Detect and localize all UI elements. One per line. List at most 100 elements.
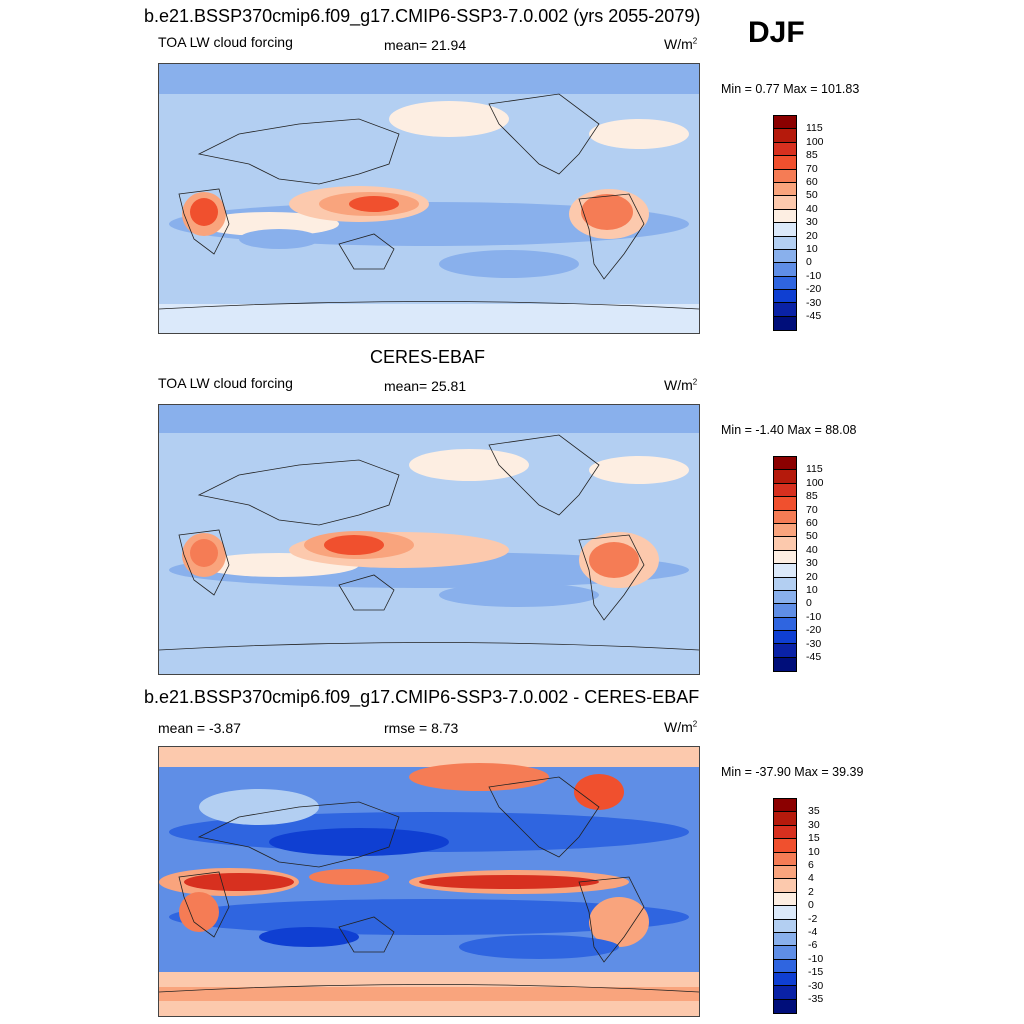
colorbar-swatch <box>774 932 796 947</box>
colorbar-swatch <box>774 617 796 632</box>
colorbar-tick-label: 40 <box>806 544 818 556</box>
colorbar-tick-label: 10 <box>806 243 818 255</box>
panel3-title: b.e21.BSSP370cmip6.f09_g17.CMIP6-SSP3-7.… <box>144 687 700 707</box>
colorbar-swatch <box>774 316 796 331</box>
colorbar-swatch <box>774 644 796 658</box>
colorbar-swatch <box>774 209 796 224</box>
colorbar-tick-label: -15 <box>808 966 824 978</box>
colorbar-tick-label: -20 <box>806 624 822 636</box>
panel3-rmse-label: rmse = 8.73 <box>384 720 459 736</box>
colorbar-swatch <box>774 604 796 618</box>
colorbar-tick-label: -10 <box>806 611 822 623</box>
colorbar-swatch <box>774 249 796 264</box>
colorbar-swatch <box>774 946 796 960</box>
colorbar-swatch <box>774 276 796 291</box>
colorbar-tick-label: 100 <box>806 477 824 489</box>
panel3-units: W/m2 <box>664 719 698 735</box>
panel3-map-graphic <box>159 747 699 1016</box>
panel3-mean-label: mean = -3.87 <box>158 720 241 736</box>
colorbar-swatch <box>774 523 796 538</box>
colorbar-tick-label: -10 <box>806 270 822 282</box>
colorbar-tick-label: -35 <box>808 993 824 1005</box>
colorbar-tick-label: 0 <box>806 256 812 268</box>
panel2-map-graphic <box>159 405 699 674</box>
colorbar-tick-label: 0 <box>806 597 812 609</box>
colorbar-tick-label: 30 <box>808 819 820 831</box>
colorbar-swatch <box>774 470 796 484</box>
colorbar-tick-label: 30 <box>806 557 818 569</box>
colorbar-tick-label: 100 <box>806 136 824 148</box>
colorbar-swatch <box>774 129 796 143</box>
colorbar-tick-label: 115 <box>806 463 823 475</box>
panel2-variable-label: TOA LW cloud forcing <box>158 375 293 391</box>
colorbar-tick-label: 115 <box>806 122 823 134</box>
colorbar-swatch <box>774 290 796 304</box>
colorbar-swatch <box>774 799 796 813</box>
colorbar-tick-label: -45 <box>806 310 822 322</box>
colorbar-tick-label: -45 <box>806 651 822 663</box>
panel1-map <box>158 63 700 334</box>
colorbar-tick-label: -10 <box>808 953 824 965</box>
colorbar-tick-label: 50 <box>806 189 818 201</box>
colorbar-swatch <box>774 657 796 672</box>
colorbar-swatch <box>774 223 796 237</box>
colorbar-swatch <box>774 483 796 498</box>
colorbar-swatch <box>774 973 796 987</box>
panel1-variable-label: TOA LW cloud forcing <box>158 34 293 50</box>
panel2-title: CERES-EBAF <box>370 347 486 367</box>
colorbar-swatch <box>774 303 796 317</box>
colorbar-swatch <box>774 631 796 645</box>
panel1-mean-label: mean= 21.94 <box>384 37 467 53</box>
colorbar-swatch <box>774 986 796 1000</box>
colorbar-swatch <box>774 497 796 511</box>
colorbar-tick-label: 70 <box>806 163 818 175</box>
colorbar-tick-label: 35 <box>808 805 820 817</box>
panel1-title: b.e21.BSSP370cmip6.f09_g17.CMIP6-SSP3-7.… <box>144 6 701 26</box>
panel3-map <box>158 746 700 1017</box>
colorbar-tick-label: 0 <box>808 899 814 911</box>
panel1-minmax: Min = 0.77 Max = 101.83 <box>721 82 860 96</box>
colorbar-swatch <box>774 510 796 524</box>
colorbar-swatch <box>774 852 796 866</box>
colorbar-swatch <box>774 825 796 840</box>
season-label: DJF <box>748 16 805 49</box>
colorbar-swatch <box>774 169 796 183</box>
colorbar-swatch <box>774 457 796 471</box>
colorbar-swatch <box>774 906 796 920</box>
colorbar-tick-label: -20 <box>806 283 822 295</box>
colorbar-tick-label: -6 <box>808 939 818 951</box>
colorbar-swatch <box>774 865 796 880</box>
colorbar-tick-label: 30 <box>806 216 818 228</box>
colorbar-tick-label: 20 <box>806 230 818 242</box>
panel2-map <box>158 404 700 675</box>
colorbar-swatch <box>774 577 796 591</box>
colorbar-tick-label: 10 <box>806 584 818 596</box>
colorbar-tick-label: 85 <box>806 490 818 502</box>
colorbar-tick-label: -4 <box>808 926 818 938</box>
colorbar-tick-label: 70 <box>806 504 818 516</box>
colorbar-tick-label: 60 <box>806 176 818 188</box>
colorbar-swatch <box>774 537 796 551</box>
colorbar-swatch <box>774 564 796 578</box>
panel1-units: W/m2 <box>664 36 698 52</box>
colorbar-swatch <box>774 116 796 130</box>
colorbar-tick-label: 50 <box>806 530 818 542</box>
colorbar-tick-label: -30 <box>808 980 824 992</box>
colorbar-tick-label: 20 <box>806 571 818 583</box>
colorbar-tick-label: 2 <box>808 886 814 898</box>
colorbar-swatch <box>774 550 796 565</box>
colorbar-swatch <box>774 892 796 907</box>
colorbar-tick-label: 85 <box>806 149 818 161</box>
colorbar-swatch <box>774 999 796 1014</box>
colorbar-tick-label: -30 <box>806 297 822 309</box>
colorbar-swatch <box>774 959 796 974</box>
colorbar-swatch <box>774 812 796 826</box>
panel2-units: W/m2 <box>664 377 698 393</box>
colorbar-swatch <box>774 839 796 853</box>
panel1-colorbar <box>773 115 797 332</box>
colorbar-swatch <box>774 142 796 157</box>
colorbar-tick-label: 10 <box>808 846 820 858</box>
panel1-map-graphic <box>159 64 699 333</box>
colorbar-swatch <box>774 156 796 170</box>
colorbar-swatch <box>774 263 796 277</box>
